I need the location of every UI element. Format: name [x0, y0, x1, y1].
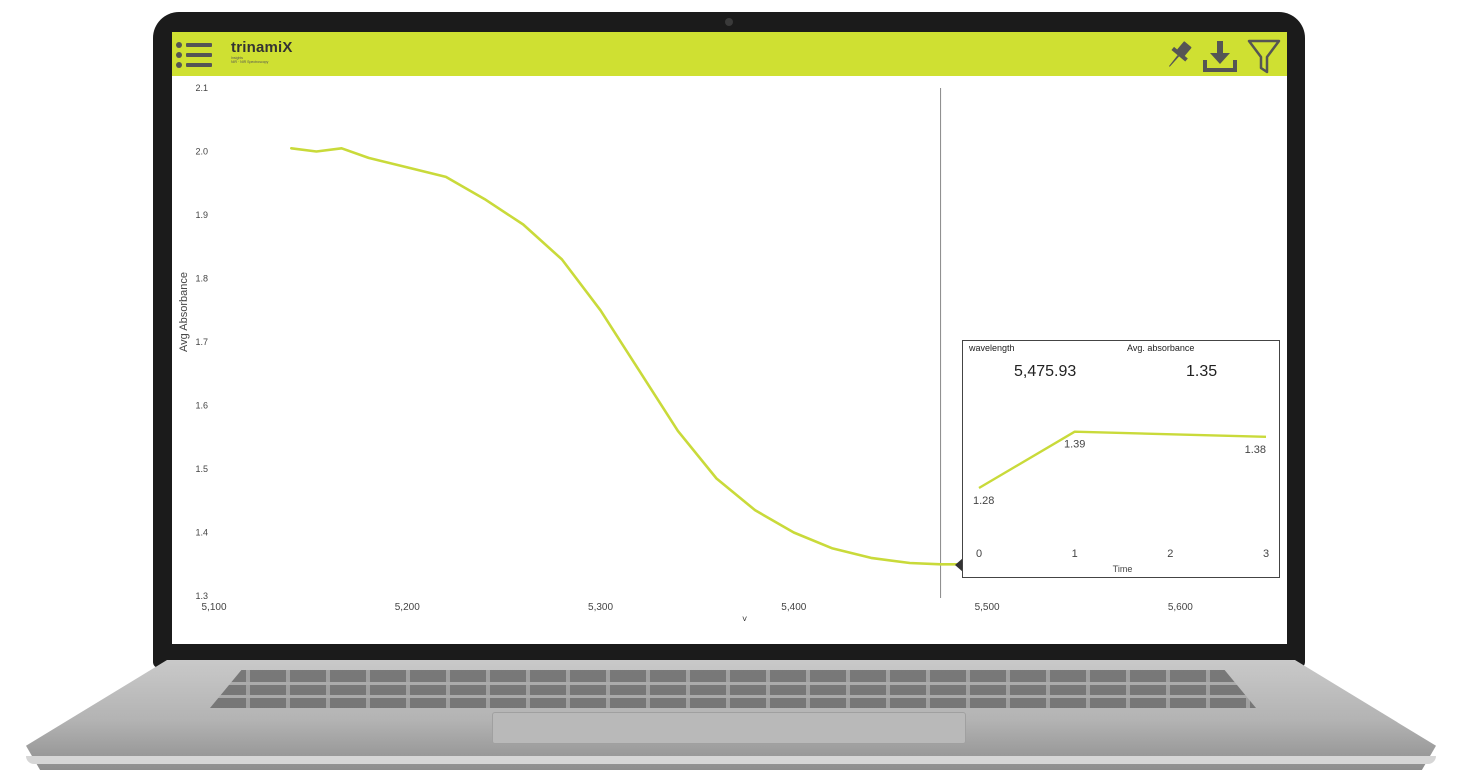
app-screen: trinamiX Insights NIR · NIR Spectroscopy… [172, 32, 1287, 644]
absorbance-line-chart: 1.3 1.4 1.5 1.6 1.7 1.8 1.9 2.0 2.1 5,100 5,200 5,3… [178, 83, 1193, 613]
time-data-label: 1.28 [973, 495, 994, 507]
x-tick-label: 5,300 [588, 602, 613, 613]
tooltip-absorbance-value: 1.35 [1186, 363, 1218, 380]
time-tick-label: 1 [1072, 548, 1078, 560]
time-line-chart: 0 1 2 3 Time 1.28 1.39 1.38 [973, 430, 1269, 574]
webcam [725, 18, 733, 26]
time-data-label: 1.38 [1245, 444, 1266, 456]
time-data-label: 1.39 [1064, 439, 1085, 451]
y-axis-label: Avg Absorbance [178, 272, 190, 352]
tooltip-wavelength-value: 5,475.93 [1014, 363, 1077, 380]
y-tick-label: 1.5 [195, 464, 208, 474]
hover-tooltip: wavelength Avg. absorbance 5,475.93 1.35… [962, 340, 1280, 578]
menu-icon[interactable] [176, 40, 214, 70]
x-tick-label: 5,500 [975, 602, 1000, 613]
logo: trinamiX Insights NIR · NIR Spectroscopy [231, 39, 293, 64]
y-tick-label: 1.9 [195, 210, 208, 220]
laptop-base-edge [26, 756, 1436, 764]
logo-text: trinamiX [231, 39, 293, 56]
absorbance-series-line [290, 147, 960, 566]
tooltip-wavelength-label: wavelength [969, 343, 1015, 353]
x-tick-label: 5,100 [201, 602, 226, 613]
filter-icon[interactable] [1247, 38, 1281, 76]
y-tick-label: 2.1 [195, 83, 208, 93]
app-header: trinamiX Insights NIR · NIR Spectroscopy [172, 32, 1287, 76]
time-axis-label: Time [1113, 564, 1133, 574]
time-tick-label: 3 [1263, 548, 1269, 560]
x-tick-label: 5,400 [781, 602, 806, 613]
y-tick-label: 1.4 [195, 528, 208, 538]
keyboard [210, 670, 1256, 708]
touchpad [492, 712, 966, 744]
x-tick-label: 5,600 [1168, 602, 1193, 613]
y-tick-label: 1.7 [195, 337, 208, 347]
tooltip-absorbance-label: Avg. absorbance [1127, 343, 1195, 353]
time-tick-label: 0 [976, 548, 982, 560]
pin-icon[interactable] [1162, 38, 1196, 72]
y-tick-label: 1.3 [195, 591, 208, 601]
x-tick-label: 5,200 [395, 602, 420, 613]
y-tick-label: 1.6 [195, 401, 208, 411]
time-series-line [978, 430, 1267, 490]
logo-subtitle-2: NIR · NIR Spectroscopy [231, 60, 269, 64]
logo-subtitle: Insights [231, 56, 244, 60]
tooltip-pointer [955, 558, 963, 572]
chevron-down-icon[interactable]: ˅ [742, 614, 748, 624]
y-tick-label: 2.0 [195, 147, 208, 157]
download-icon[interactable] [1202, 38, 1238, 74]
y-tick-label: 1.8 [195, 274, 208, 284]
time-tick-label: 2 [1167, 548, 1173, 560]
